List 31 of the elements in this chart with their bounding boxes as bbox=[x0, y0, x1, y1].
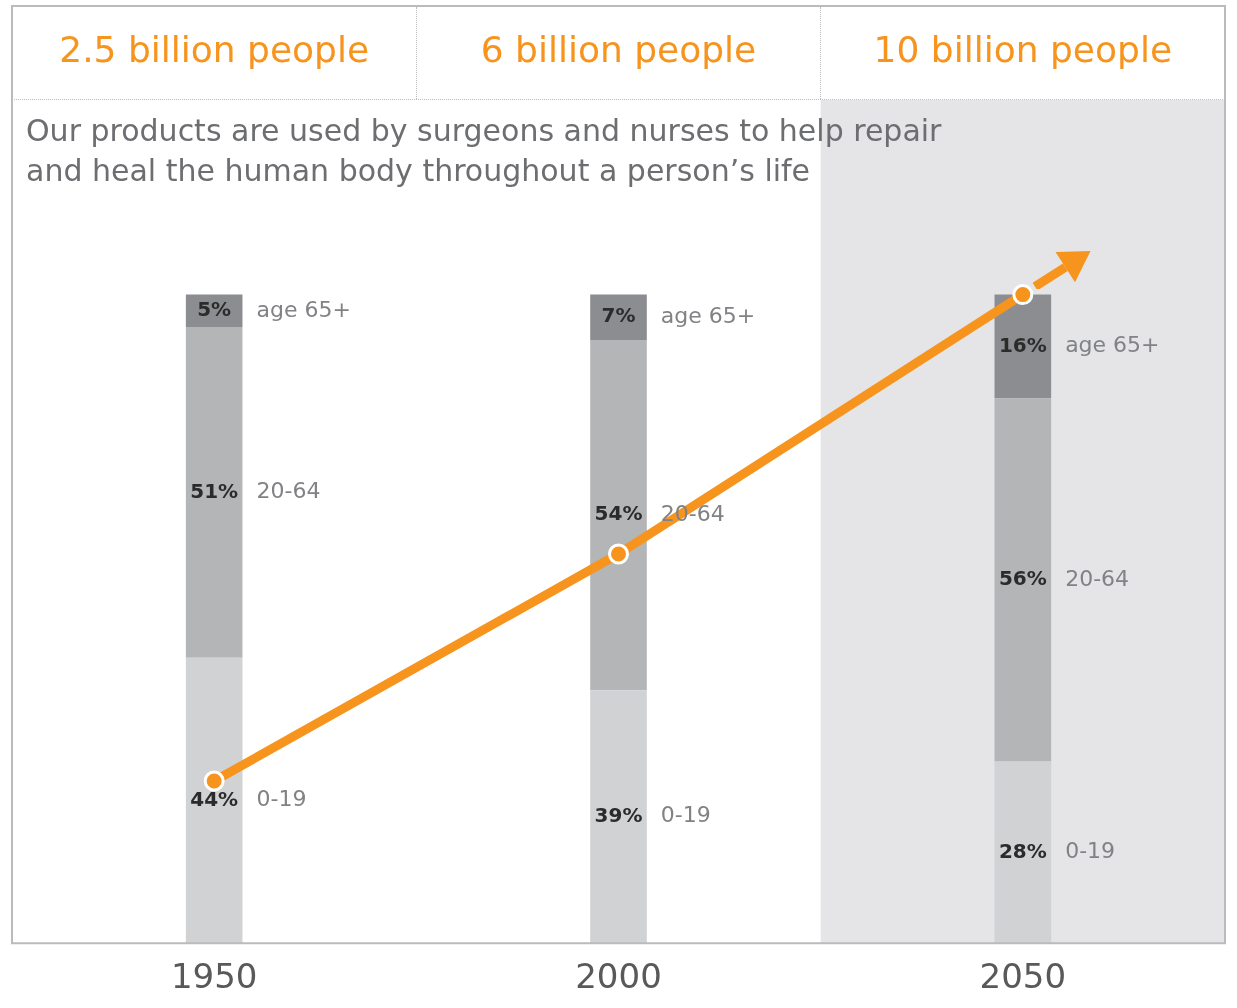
text: 20-64 bbox=[1065, 565, 1130, 591]
x-tick-label: 2050 bbox=[979, 956, 1067, 997]
chart-title: Our products are used by surgeons and nurses to help repair and heal the human body throughout a person’s life bbox=[26, 112, 943, 188]
series-label: age 65+ bbox=[660, 303, 756, 328]
data-label: 16% bbox=[998, 332, 1047, 357]
text: age 65+ bbox=[256, 296, 351, 322]
data-label: 10 billion people bbox=[873, 29, 1173, 71]
data-label: 39% bbox=[594, 802, 643, 827]
series-label: 0-19 bbox=[660, 802, 711, 828]
text: 0-19 bbox=[1065, 838, 1116, 864]
bar bbox=[994, 761, 1052, 944]
data-label: 6 billion people bbox=[480, 29, 757, 71]
x-tick-label: 2000 bbox=[575, 956, 662, 997]
bar bbox=[185, 657, 243, 944]
data-label: 44% bbox=[190, 786, 239, 811]
data-label: 54% bbox=[594, 501, 643, 526]
text: 0-19 bbox=[256, 786, 307, 812]
data-label: 28% bbox=[998, 838, 1047, 863]
data-label: 2.5 billion people bbox=[59, 29, 370, 71]
bar bbox=[590, 294, 647, 340]
bar bbox=[590, 339, 647, 691]
bar bbox=[185, 327, 243, 658]
text: age 65+ bbox=[1065, 332, 1160, 358]
bar bbox=[590, 690, 647, 944]
bar bbox=[994, 398, 1052, 762]
data-label: 56% bbox=[998, 566, 1047, 591]
data-label: 7% bbox=[601, 303, 636, 328]
x-tick-label: 1950 bbox=[170, 956, 258, 997]
data-label: 51% bbox=[190, 478, 239, 503]
text: 20-64 bbox=[256, 478, 321, 504]
data-label: 5% bbox=[197, 297, 232, 321]
